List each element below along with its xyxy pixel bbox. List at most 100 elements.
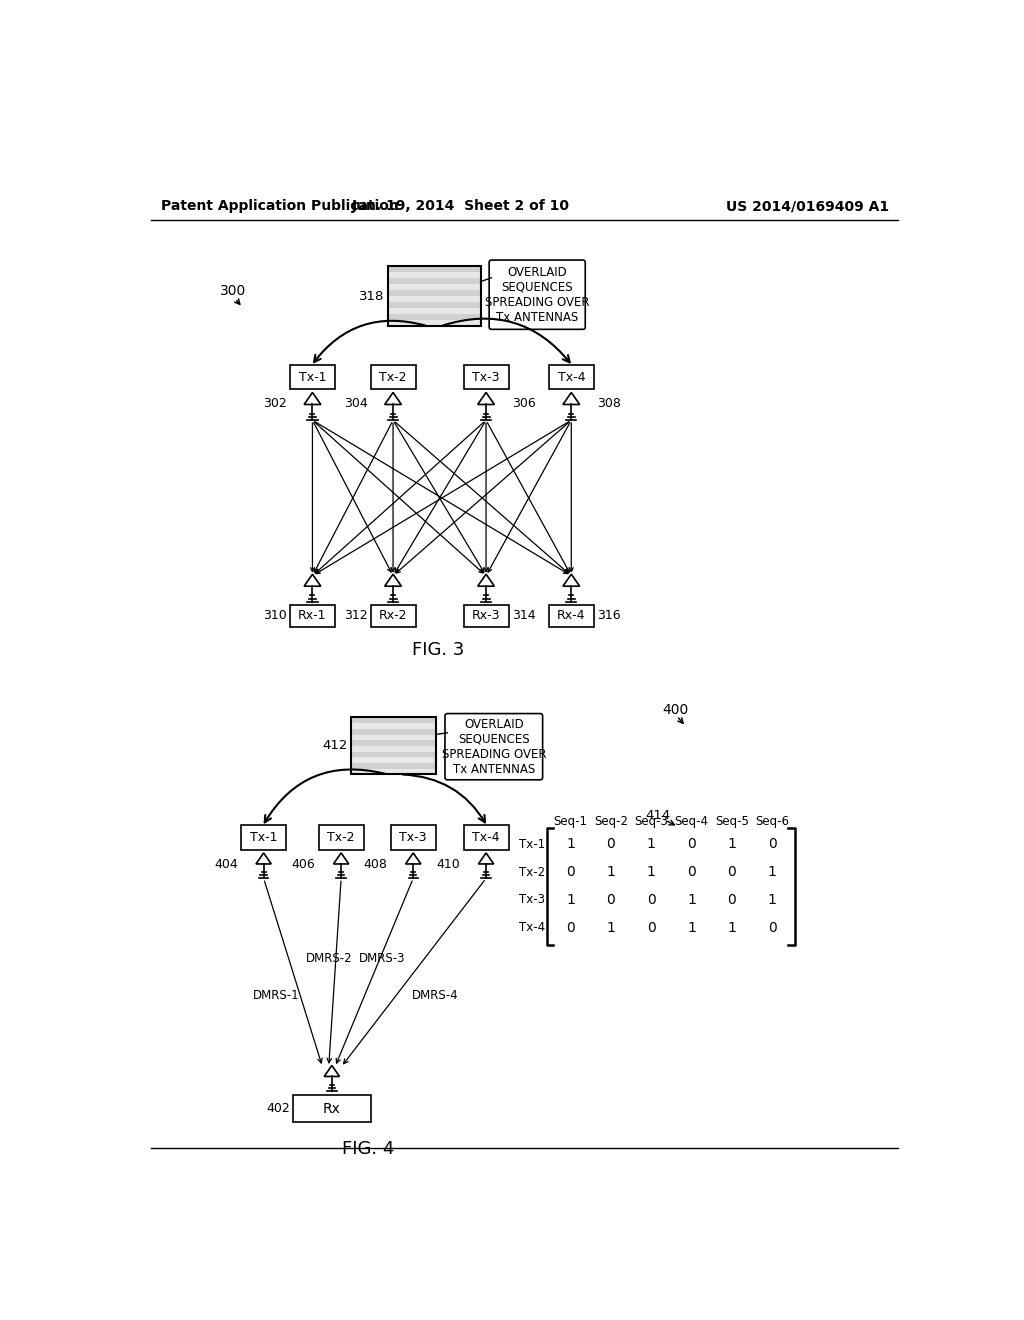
Text: DMRS-3: DMRS-3 xyxy=(358,952,406,965)
FancyBboxPatch shape xyxy=(489,260,586,330)
Text: 1: 1 xyxy=(606,920,615,935)
Text: OVERLAID
SEQUENCES
SPREADING OVER
Tx ANTENNAS: OVERLAID SEQUENCES SPREADING OVER Tx ANT… xyxy=(441,718,546,776)
Text: 1: 1 xyxy=(606,865,615,879)
Text: Rx-1: Rx-1 xyxy=(298,610,327,622)
Text: 1: 1 xyxy=(647,865,655,879)
FancyArrowPatch shape xyxy=(402,775,485,822)
Text: 0: 0 xyxy=(727,865,736,879)
Text: 0: 0 xyxy=(687,837,695,851)
Text: Seq-5: Seq-5 xyxy=(715,814,749,828)
Bar xyxy=(388,314,480,321)
Text: Patent Application Publication: Patent Application Publication xyxy=(161,199,398,213)
Bar xyxy=(351,718,436,775)
Text: Tx-4: Tx-4 xyxy=(472,832,500,843)
Text: Seq-3: Seq-3 xyxy=(634,814,668,828)
Text: 402: 402 xyxy=(266,1102,290,1115)
Bar xyxy=(388,267,480,272)
Text: Tx-3: Tx-3 xyxy=(519,894,545,907)
Text: 0: 0 xyxy=(566,920,574,935)
Text: Seq-4: Seq-4 xyxy=(675,814,709,828)
Text: Rx: Rx xyxy=(323,1102,341,1115)
Text: Tx-1: Tx-1 xyxy=(299,371,327,384)
Text: 404: 404 xyxy=(214,858,238,871)
Bar xyxy=(388,272,480,279)
Polygon shape xyxy=(256,853,271,865)
Bar xyxy=(351,723,436,729)
Text: Tx-2: Tx-2 xyxy=(379,371,407,384)
Text: Tx-4: Tx-4 xyxy=(557,371,585,384)
Bar xyxy=(351,729,436,734)
Polygon shape xyxy=(385,574,401,586)
Bar xyxy=(371,364,416,389)
Bar xyxy=(351,751,436,758)
Text: 1: 1 xyxy=(566,892,574,907)
Text: Rx-4: Rx-4 xyxy=(557,610,586,622)
Text: 314: 314 xyxy=(512,610,536,622)
Text: 1: 1 xyxy=(727,837,736,851)
Text: Tx-4: Tx-4 xyxy=(519,921,545,935)
Bar xyxy=(388,267,480,326)
Polygon shape xyxy=(563,574,580,586)
Bar xyxy=(388,267,480,326)
FancyArrowPatch shape xyxy=(443,318,569,362)
Text: 308: 308 xyxy=(597,397,621,411)
Text: Seq-1: Seq-1 xyxy=(554,814,588,828)
Bar xyxy=(351,746,436,751)
Polygon shape xyxy=(325,1065,340,1077)
Text: 0: 0 xyxy=(687,865,695,879)
Bar xyxy=(388,290,480,296)
Bar xyxy=(388,284,480,290)
Polygon shape xyxy=(563,392,580,404)
Text: FIG. 3: FIG. 3 xyxy=(412,640,464,659)
Text: 0: 0 xyxy=(727,892,736,907)
Text: 412: 412 xyxy=(323,739,348,752)
Bar xyxy=(351,741,436,746)
Text: 1: 1 xyxy=(687,920,696,935)
Text: Seq-6: Seq-6 xyxy=(755,814,790,828)
Bar xyxy=(318,825,364,850)
Text: 1: 1 xyxy=(727,920,736,935)
Text: 0: 0 xyxy=(606,892,615,907)
Text: 1: 1 xyxy=(566,837,574,851)
Text: 0: 0 xyxy=(566,865,574,879)
Polygon shape xyxy=(334,853,349,865)
Bar xyxy=(388,279,480,284)
Text: 300: 300 xyxy=(219,284,246,298)
Text: Rx-3: Rx-3 xyxy=(472,610,501,622)
Text: 304: 304 xyxy=(344,397,368,411)
Text: 406: 406 xyxy=(292,858,315,871)
Text: 408: 408 xyxy=(364,858,388,871)
Text: OVERLAID
SEQUENCES
SPREADING OVER
Tx ANTENNAS: OVERLAID SEQUENCES SPREADING OVER Tx ANT… xyxy=(485,265,590,323)
Bar xyxy=(351,768,436,775)
Polygon shape xyxy=(477,392,495,404)
Text: 0: 0 xyxy=(647,920,655,935)
Text: Tx-1: Tx-1 xyxy=(250,832,278,843)
FancyBboxPatch shape xyxy=(445,714,543,780)
Text: 410: 410 xyxy=(436,858,461,871)
FancyArrowPatch shape xyxy=(314,321,425,362)
Text: 0: 0 xyxy=(768,837,776,851)
Text: Tx-2: Tx-2 xyxy=(519,866,545,879)
Text: DMRS-2: DMRS-2 xyxy=(305,952,352,965)
Text: FIG. 4: FIG. 4 xyxy=(342,1139,394,1158)
Text: DMRS-1: DMRS-1 xyxy=(253,989,299,1002)
Bar xyxy=(293,1096,371,1122)
Polygon shape xyxy=(406,853,421,865)
Text: 310: 310 xyxy=(263,610,287,622)
Text: Tx-3: Tx-3 xyxy=(399,832,427,843)
Bar xyxy=(388,296,480,302)
Bar xyxy=(351,758,436,763)
Text: 306: 306 xyxy=(512,397,536,411)
Bar xyxy=(351,734,436,741)
Bar xyxy=(371,605,416,627)
Text: DMRS-4: DMRS-4 xyxy=(412,989,459,1002)
Bar xyxy=(464,825,509,850)
Bar xyxy=(464,605,509,627)
Text: Seq-2: Seq-2 xyxy=(594,814,628,828)
Text: Rx-2: Rx-2 xyxy=(379,610,408,622)
Text: 312: 312 xyxy=(344,610,368,622)
Text: Jun. 19, 2014  Sheet 2 of 10: Jun. 19, 2014 Sheet 2 of 10 xyxy=(352,199,570,213)
Text: 0: 0 xyxy=(647,892,655,907)
Bar xyxy=(351,763,436,768)
Bar xyxy=(241,825,286,850)
